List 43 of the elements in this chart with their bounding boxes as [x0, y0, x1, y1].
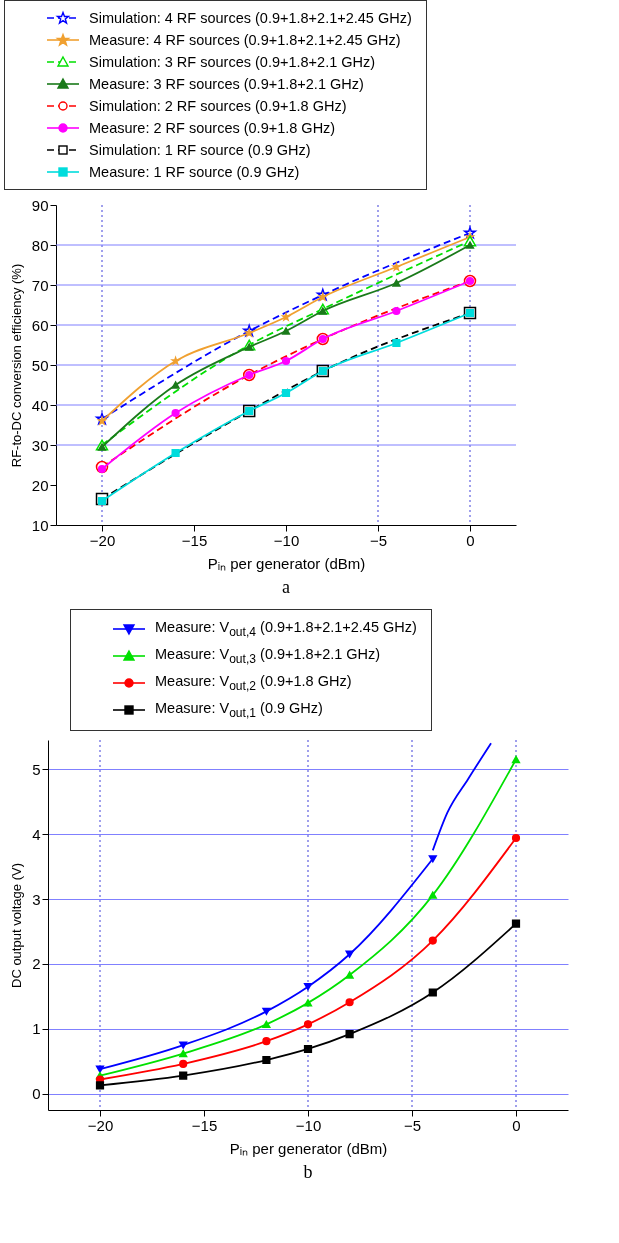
y-tick-label: 30	[31, 436, 49, 454]
legend-label: Measure: 3 RF sources (0.9+1.8+2.1 GHz)	[89, 75, 364, 94]
y-tick-label: 1	[32, 1019, 41, 1037]
x-tick-label: 0	[512, 1116, 521, 1134]
x-axis-title: Pᵢₙ per generator (dBm)	[207, 554, 366, 572]
y-tick-label: 90	[31, 196, 49, 214]
y-tick-label: 50	[31, 356, 49, 374]
legend-label: Measure: V$_{out,2}$ (0.9+1.8 GHz)	[155, 671, 352, 695]
legend-label: Simulation: 4 RF sources (0.9+1.8+2.1+2.45 GHz)	[89, 9, 412, 28]
y-tick-label: 2	[32, 955, 41, 973]
y-tick-label: 4	[32, 825, 41, 843]
text: b	[303, 1161, 313, 1182]
y-tick-label: 80	[31, 236, 49, 254]
x-tick-label: 0	[466, 531, 475, 549]
legend-label: Simulation: 3 RF sources (0.9+1.8+2.1 GHz)	[89, 53, 376, 72]
x-tick-label: −15	[191, 1116, 218, 1134]
x-tick-label: −5	[369, 531, 388, 549]
legend-label: Measure: V$_{out,3}$ (0.9+1.8+2.1 GHz)	[155, 644, 381, 668]
x-tick-label: −5	[403, 1116, 422, 1134]
x-tick-label: −10	[295, 1116, 322, 1134]
legend-label: Simulation: 1 RF source (0.9 GHz)	[89, 141, 311, 160]
legend-label: Measure: V$_{out,1}$ (0.9 GHz)	[155, 698, 323, 722]
y-axis-title: RF-to-DC conversion efficiency (%)	[8, 263, 24, 468]
x-axis-title: Pᵢₙ per generator (dBm)	[229, 1139, 388, 1157]
y-tick-label: 0	[32, 1084, 41, 1102]
legend-label: Measure: 4 RF sources (0.9+1.8+2.1+2.45 GHz)	[89, 31, 401, 50]
x-tick-label: −20	[89, 531, 116, 549]
x-tick-label: −20	[87, 1116, 114, 1134]
text: a	[282, 577, 290, 597]
legend-label: Measure: 1 RF source (0.9 GHz)	[89, 163, 300, 182]
legend-label: Measure: V$_{out,4}$ (0.9+1.8+2.1+2.45 GHz)	[155, 618, 417, 641]
y-tick-label: 40	[31, 396, 49, 414]
y-tick-label: 70	[31, 276, 49, 294]
y-axis-title: DC output voltage (V)	[9, 862, 25, 988]
legend-label: Measure: 2 RF sources (0.9+1.8 GHz)	[89, 119, 336, 138]
legend-label: Simulation: 2 RF sources (0.9+1.8 GHz)	[89, 97, 347, 116]
y-tick-label: 60	[31, 316, 49, 334]
y-tick-label: 3	[32, 890, 41, 908]
y-tick-label: 5	[32, 760, 41, 778]
x-tick-label: −10	[273, 531, 300, 549]
y-tick-label: 10	[31, 516, 49, 534]
y-tick-label: 20	[31, 476, 49, 494]
x-tick-label: −15	[181, 531, 208, 549]
